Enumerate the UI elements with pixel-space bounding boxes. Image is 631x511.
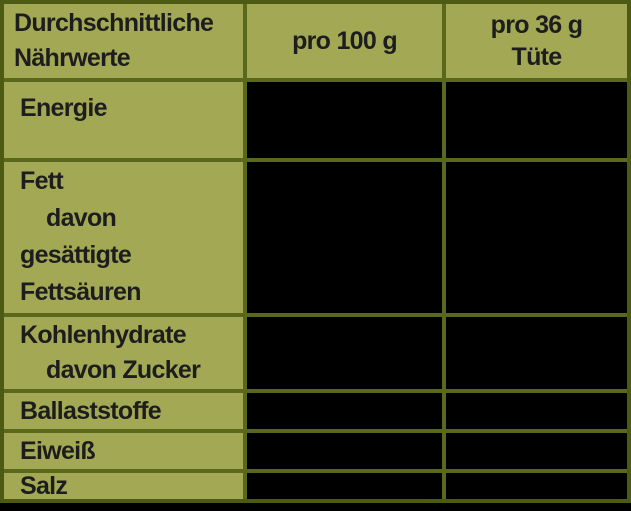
row-energie-label: Energie	[4, 82, 243, 158]
label-fett: Fett	[20, 167, 64, 195]
row-salz-label: Salz	[4, 473, 243, 499]
value-energie-per-bag	[446, 82, 627, 158]
value-kohlenhydrate-per-100g	[247, 317, 442, 389]
value-salz-per-100g	[247, 473, 442, 499]
header-per-bag: pro 36 g Tüte	[446, 4, 627, 78]
label-energie: Energie	[20, 94, 108, 122]
header-per-bag-line2: Tüte	[511, 43, 563, 71]
value-ballaststoffe-per-bag	[446, 393, 627, 429]
bottom-black-strip	[0, 503, 631, 511]
header-average-nutrients: Durchschnittliche Nährwerte	[4, 4, 243, 78]
label-davon-zucker: davon Zucker	[46, 356, 201, 384]
row-fett-label: Fett davon gesättigte Fettsäuren	[4, 162, 243, 313]
label-fett-fettsaeuren: Fettsäuren	[20, 278, 142, 306]
value-eiweiss-per-bag	[446, 433, 627, 469]
row-kohlenhydrate-label: Kohlenhydrate davon Zucker	[4, 317, 243, 389]
label-ballaststoffe: Ballaststoffe	[20, 397, 162, 425]
label-fett-gesaettigte: gesättigte	[20, 241, 132, 269]
header-per-bag-line1: pro 36 g	[490, 11, 583, 39]
value-kohlenhydrate-per-bag	[446, 317, 627, 389]
header-per-100g: pro 100 g	[247, 4, 442, 78]
value-ballaststoffe-per-100g	[247, 393, 442, 429]
row-ballaststoffe-label: Ballaststoffe	[4, 393, 243, 429]
label-eiweiss: Eiweiß	[20, 437, 96, 465]
value-energie-per-100g	[247, 82, 442, 158]
label-salz: Salz	[20, 473, 68, 499]
label-kohlenhydrate: Kohlenhydrate	[20, 321, 187, 349]
value-eiweiss-per-100g	[247, 433, 442, 469]
value-fett-per-bag	[446, 162, 627, 313]
value-salz-per-bag	[446, 473, 627, 499]
row-eiweiss-label: Eiweiß	[4, 433, 243, 469]
value-fett-per-100g	[247, 162, 442, 313]
label-fett-davon: davon	[46, 204, 117, 232]
